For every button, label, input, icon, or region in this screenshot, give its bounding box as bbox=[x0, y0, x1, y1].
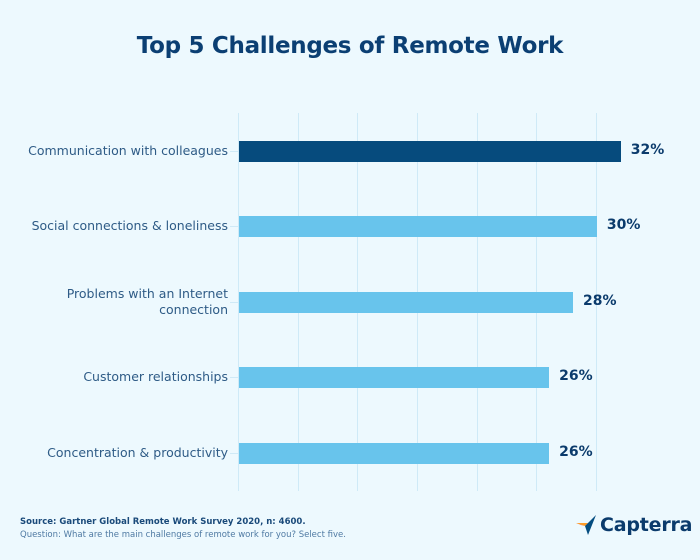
bar bbox=[239, 443, 550, 464]
capterra-logo: Capterra bbox=[575, 514, 692, 536]
value-label: 26% bbox=[559, 444, 593, 460]
source-note: Source: Gartner Global Remote Work Surve… bbox=[20, 517, 306, 527]
chart-title: Top 5 Challenges of Remote Work bbox=[136, 33, 564, 59]
capterra-arrow-icon bbox=[576, 515, 596, 535]
value-label: 28% bbox=[583, 293, 617, 309]
value-label: 26% bbox=[559, 368, 593, 384]
category-label: Problems with an Internet connection bbox=[66, 286, 228, 317]
bar bbox=[239, 292, 574, 313]
question-note: Question: What are the main challenges o… bbox=[20, 530, 346, 540]
value-label: 30% bbox=[606, 217, 641, 233]
axis-tick bbox=[230, 302, 238, 303]
gridline bbox=[238, 113, 239, 491]
gridline bbox=[595, 113, 597, 491]
bar bbox=[239, 367, 550, 388]
capterra-wordmark: Capterra bbox=[600, 514, 693, 536]
axis-tick bbox=[230, 226, 238, 227]
category-label: Customer relationships bbox=[83, 369, 228, 384]
axis-tick bbox=[230, 453, 238, 454]
category-label: Concentration & productivity bbox=[47, 445, 228, 460]
axis-tick bbox=[230, 377, 238, 378]
category-label: Communication with colleagues bbox=[28, 143, 228, 158]
axis-tick bbox=[230, 151, 238, 152]
category-label: Social connections & loneliness bbox=[31, 218, 228, 233]
bar bbox=[239, 141, 621, 162]
bar bbox=[239, 216, 597, 237]
value-label: 32% bbox=[630, 142, 665, 158]
